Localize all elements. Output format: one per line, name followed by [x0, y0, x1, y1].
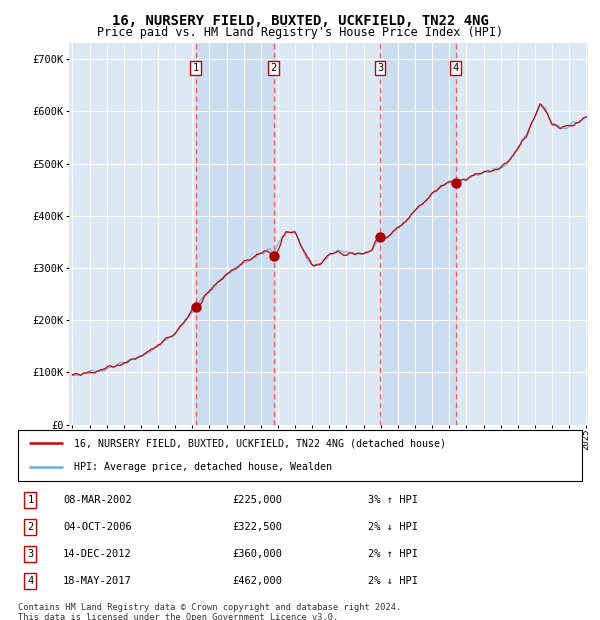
- Text: £322,500: £322,500: [232, 522, 283, 532]
- Text: 16, NURSERY FIELD, BUXTED, UCKFIELD, TN22 4NG: 16, NURSERY FIELD, BUXTED, UCKFIELD, TN2…: [112, 14, 488, 28]
- Text: Price paid vs. HM Land Registry's House Price Index (HPI): Price paid vs. HM Land Registry's House …: [97, 26, 503, 39]
- Text: Contains HM Land Registry data © Crown copyright and database right 2024.
This d: Contains HM Land Registry data © Crown c…: [18, 603, 401, 620]
- Text: HPI: Average price, detached house, Wealden: HPI: Average price, detached house, Weal…: [74, 462, 332, 472]
- Text: 18-MAY-2017: 18-MAY-2017: [63, 576, 132, 586]
- Text: 14-DEC-2012: 14-DEC-2012: [63, 549, 132, 559]
- Text: 2: 2: [271, 63, 277, 73]
- Text: 04-OCT-2006: 04-OCT-2006: [63, 522, 132, 532]
- Bar: [196, 43, 274, 425]
- Text: £462,000: £462,000: [232, 576, 283, 586]
- Text: 2% ↓ HPI: 2% ↓ HPI: [368, 576, 418, 586]
- Text: 1: 1: [27, 495, 34, 505]
- Text: 1: 1: [193, 63, 199, 73]
- Text: £360,000: £360,000: [232, 549, 283, 559]
- Text: 4: 4: [452, 63, 459, 73]
- Bar: [380, 43, 456, 425]
- Text: 3% ↑ HPI: 3% ↑ HPI: [368, 495, 418, 505]
- Text: 3: 3: [377, 63, 383, 73]
- Text: 2: 2: [27, 522, 34, 532]
- Text: 3: 3: [27, 549, 34, 559]
- Text: 2% ↓ HPI: 2% ↓ HPI: [368, 522, 418, 532]
- Text: £225,000: £225,000: [232, 495, 283, 505]
- Text: 4: 4: [27, 576, 34, 586]
- Text: 08-MAR-2002: 08-MAR-2002: [63, 495, 132, 505]
- Text: 2% ↑ HPI: 2% ↑ HPI: [368, 549, 418, 559]
- Text: 16, NURSERY FIELD, BUXTED, UCKFIELD, TN22 4NG (detached house): 16, NURSERY FIELD, BUXTED, UCKFIELD, TN2…: [74, 438, 446, 448]
